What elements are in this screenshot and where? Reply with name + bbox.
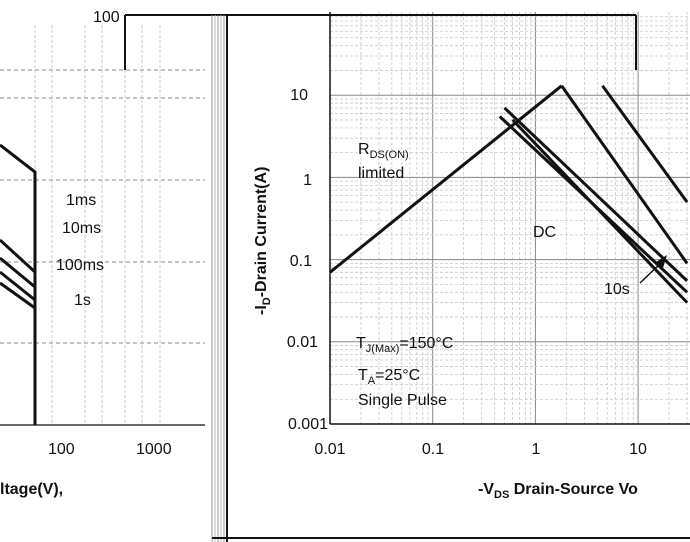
left-x-tick-1000: 1000 (136, 441, 172, 458)
rds-sub: DS(ON) (370, 149, 409, 161)
ta-main: T (358, 367, 368, 384)
series-line-rds_limit (329, 84, 563, 274)
dc-label: DC (533, 224, 556, 241)
ta-rest: =25°C (375, 367, 420, 384)
label-10ms: 10ms (62, 220, 101, 237)
y-axis-label: -ID-Drain Current(A) (253, 167, 273, 315)
tj-rest: =150°C (399, 335, 453, 352)
single-pulse-label: Single Pulse (358, 392, 447, 409)
x-tick-10: 10 (629, 441, 647, 458)
series-line-line_3 (503, 106, 689, 282)
x-axis-label-sub: DS (494, 489, 509, 501)
x-axis-label: -VDS Drain-Source Vo (478, 481, 638, 501)
x-tick-0.1: 0.1 (422, 441, 444, 458)
x-tick-labels: 0.01 0.1 1 10 (314, 441, 647, 458)
left-partial-chart: 100 100 1000 ltage(V), 1ms 10ms 100ms 1s (0, 9, 205, 498)
main-chart: 10 1 0.1 0.01 0.001 0.01 0.1 1 10 -ID-Dr… (253, 12, 690, 501)
left-x-axis-label: ltage(V), (0, 481, 63, 498)
rds-limited-label: limited (358, 165, 404, 182)
rds-main: R (358, 141, 370, 158)
y-tick-10: 10 (290, 87, 308, 104)
left-y-tick-100: 100 (93, 9, 120, 26)
ten-s-arrowhead (656, 255, 667, 268)
label-1ms: 1ms (66, 192, 96, 209)
y-axis-label-rest: -Drain Current(A) (253, 167, 270, 298)
page-frame (124, 14, 690, 542)
x-tick-0.01: 0.01 (314, 441, 345, 458)
series-line-ten_s_line (498, 115, 689, 294)
ten-s-label: 10s (604, 281, 630, 298)
x-axis-label-main: -V (478, 481, 494, 498)
left-curve-5 (0, 281, 36, 310)
y-axis-label-main: -I (253, 305, 270, 315)
main-series (329, 84, 689, 304)
tj-sub: J(Max) (366, 343, 400, 355)
y-tick-0.001: 0.001 (288, 416, 328, 433)
label-100ms: 100ms (56, 257, 104, 274)
label-1s: 1s (74, 292, 91, 309)
tj-main: T (356, 335, 366, 352)
left-grid (0, 25, 205, 426)
ta-label: TA=25°C (358, 367, 420, 387)
left-x-tick-100: 100 (48, 441, 75, 458)
left-curve-3 (0, 256, 36, 289)
x-axis-label-rest: Drain-Source Vo (509, 481, 638, 498)
y-tick-labels: 10 1 0.1 0.01 0.001 (287, 87, 328, 433)
left-curve-1 (0, 143, 37, 425)
y-tick-0.01: 0.01 (287, 334, 318, 351)
rds-on-label: RDS(ON) (358, 141, 409, 161)
main-grid (329, 12, 690, 425)
series-line-line_5 (601, 84, 689, 203)
series-line-line_4 (560, 84, 689, 265)
y-tick-0.1: 0.1 (290, 253, 312, 270)
left-curve-4 (0, 270, 36, 302)
tj-label: TJ(Max)=150°C (356, 335, 453, 355)
ta-sub: A (368, 375, 376, 387)
y-axis-label-sub: D (261, 297, 273, 305)
x-tick-1: 1 (532, 441, 541, 458)
y-tick-1: 1 (303, 172, 312, 189)
left-curve-2 (0, 238, 37, 274)
